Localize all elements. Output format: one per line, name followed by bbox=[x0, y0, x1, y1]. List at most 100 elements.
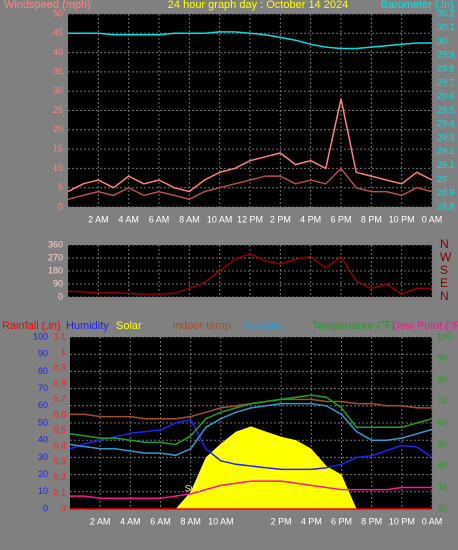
y2-tick-label: 20 bbox=[437, 503, 447, 513]
y2-tick-label: 29.8 bbox=[437, 64, 455, 74]
area bbox=[70, 426, 432, 509]
y-tick-label: 25 bbox=[53, 105, 63, 115]
x-tick-label: 8 AM bbox=[180, 516, 201, 526]
y2-tick-label: 28.8 bbox=[437, 201, 455, 211]
y-tick-label: 0 bbox=[58, 201, 63, 211]
y-tick-label: 45 bbox=[53, 28, 63, 38]
y2-tick-label: 29.1 bbox=[437, 160, 455, 170]
y-tick-label: 60 bbox=[38, 400, 48, 410]
x-tick-label: 2 AM bbox=[88, 214, 109, 224]
x-tick-label: 2 PM bbox=[271, 516, 292, 526]
y3-tick-label: 0.2 bbox=[53, 472, 66, 482]
line bbox=[69, 394, 433, 446]
line bbox=[67, 167, 433, 201]
y3-tick-label: 0.6 bbox=[53, 410, 66, 420]
y-tick-label: 40 bbox=[53, 47, 63, 57]
y2-tick-label: 30 bbox=[437, 482, 447, 492]
y2-tick-label: 29.2 bbox=[437, 146, 455, 156]
x-tick-label: 8 PM bbox=[361, 516, 382, 526]
y2-tick-label: 80 bbox=[437, 374, 447, 384]
line bbox=[67, 252, 432, 295]
y-tick-label: 50 bbox=[53, 8, 63, 18]
y3-tick-label: 0.8 bbox=[53, 378, 66, 388]
y3-tick-label: 0.4 bbox=[53, 441, 66, 451]
y2-tick-label: 30.1 bbox=[437, 22, 455, 32]
x-tick-label: 6 AM bbox=[149, 214, 170, 224]
x-tick-label: 4 PM bbox=[301, 516, 322, 526]
line bbox=[68, 31, 432, 50]
x-tick-label: 8 AM bbox=[179, 214, 200, 224]
y-tick-label: 35 bbox=[53, 66, 63, 76]
x-tick-label: 2 AM bbox=[90, 516, 111, 526]
y-tick-label: 10 bbox=[38, 486, 48, 496]
legend-entry: Solar bbox=[116, 320, 142, 332]
y-tick-label: 360 bbox=[48, 239, 63, 249]
y-tick-label: 5 bbox=[58, 182, 63, 192]
legend-entry: Rainfall (.in) bbox=[2, 320, 61, 332]
y-tick-label: 20 bbox=[38, 469, 48, 479]
y-tick-label: 40 bbox=[38, 435, 48, 445]
y2-tick-label: 28.9 bbox=[437, 188, 455, 198]
y2-tick-label: 60 bbox=[437, 417, 447, 427]
y2-tick-label: 100 bbox=[437, 331, 452, 341]
y3-tick-label: 1 bbox=[61, 347, 66, 357]
line bbox=[70, 480, 432, 500]
y3-tick-label: 0.3 bbox=[53, 456, 66, 466]
annotation: Sun bbox=[185, 483, 201, 493]
y2-tick-label: S bbox=[440, 263, 448, 277]
y2-tick-label: 29 bbox=[437, 174, 447, 184]
y2-tick-label: 90 bbox=[437, 353, 447, 363]
y3-tick-label: 0.7 bbox=[53, 394, 66, 404]
y2-tick-label: N bbox=[440, 237, 449, 251]
y2-tick-label: 70 bbox=[437, 396, 447, 406]
line bbox=[67, 98, 433, 193]
y-tick-label: 10 bbox=[53, 163, 63, 173]
x-tick-label: 12 PM bbox=[237, 214, 263, 224]
y2-tick-label: 29.3 bbox=[437, 132, 455, 142]
legend-entry: Temperature (°F) bbox=[312, 320, 395, 332]
y3-tick-label: 0.9 bbox=[53, 363, 66, 373]
y2-axis-label: Barometer (.in) bbox=[381, 0, 454, 11]
y-tick-label: 15 bbox=[53, 143, 63, 153]
y-tick-label: 80 bbox=[38, 366, 48, 376]
y2-tick-label: 29.5 bbox=[437, 105, 455, 115]
x-tick-label: 4 PM bbox=[300, 214, 321, 224]
x-tick-label: 4 AM bbox=[120, 516, 141, 526]
y-tick-label: 180 bbox=[48, 265, 63, 275]
y-tick-label: 270 bbox=[48, 252, 63, 262]
y2-tick-label: N bbox=[440, 289, 449, 303]
y2-tick-label: E bbox=[440, 276, 448, 290]
x-tick-label: 10 PM bbox=[389, 516, 415, 526]
x-tick-label: 0 AM bbox=[422, 516, 443, 526]
y-tick-label: 0 bbox=[43, 503, 48, 513]
y-axis-label: Windspeed (mph) bbox=[4, 0, 91, 11]
y-tick-label: 90 bbox=[53, 278, 63, 288]
y2-tick-label: 29.4 bbox=[437, 119, 455, 129]
legend-entry: Humidity bbox=[66, 320, 109, 332]
x-tick-label: 6 PM bbox=[331, 516, 352, 526]
x-tick-label: 10 AM bbox=[207, 214, 233, 224]
x-tick-label: 10 AM bbox=[208, 516, 234, 526]
y2-tick-label: 29.7 bbox=[437, 77, 455, 87]
y3-tick-label: 1.1 bbox=[53, 331, 66, 341]
y-tick-label: 30 bbox=[53, 86, 63, 96]
y3-tick-label: 0.1 bbox=[53, 488, 66, 498]
y-tick-label: 70 bbox=[38, 383, 48, 393]
line bbox=[69, 418, 433, 471]
legend-entry: Indoor temp bbox=[172, 320, 231, 332]
y3-tick-label: 0 bbox=[61, 503, 66, 513]
y2-tick-label: 40 bbox=[437, 460, 447, 470]
y2-tick-label: 30 bbox=[437, 36, 447, 46]
y-tick-label: 100 bbox=[33, 331, 48, 341]
y-tick-label: 90 bbox=[38, 349, 48, 359]
legend-entry: Dew Point (°F) bbox=[392, 320, 458, 332]
x-tick-label: 6 PM bbox=[330, 214, 351, 224]
x-tick-label: 8 PM bbox=[361, 214, 382, 224]
y-tick-label: 30 bbox=[38, 452, 48, 462]
y-tick-label: 20 bbox=[53, 124, 63, 134]
x-tick-label: 2 PM bbox=[270, 214, 291, 224]
y-tick-label: 50 bbox=[38, 417, 48, 427]
y2-tick-label: 29.9 bbox=[437, 50, 455, 60]
x-tick-label: 6 AM bbox=[150, 516, 171, 526]
